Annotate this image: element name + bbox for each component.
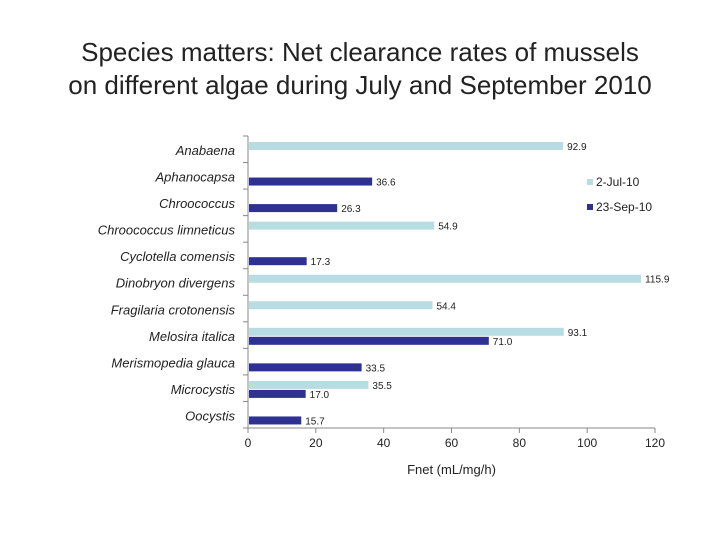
- data-label: 15.7: [305, 416, 325, 427]
- chart-title: Species matters: Net clearance rates of …: [0, 36, 720, 102]
- data-label: 35.5: [372, 381, 392, 392]
- data-label: 33.5: [366, 363, 386, 374]
- bar: [249, 363, 362, 372]
- category-label: Oocystis: [185, 408, 235, 423]
- category-label: Cyclotella comensis: [120, 249, 235, 264]
- category-label: Fragilaria crotonensis: [111, 302, 236, 317]
- bar: [249, 301, 433, 310]
- category-label: Microcystis: [171, 382, 236, 397]
- data-labels: 92.9 36.6 26.3 54.9 17.3 115.9 54.4 93.1 71.0 33.…: [305, 142, 670, 427]
- legend-swatch: [587, 204, 593, 210]
- x-tick-label: 40: [377, 436, 391, 450]
- bar: [249, 327, 564, 336]
- x-tick-label: 0: [245, 436, 252, 450]
- category-label: Chroococcus: [159, 196, 235, 211]
- legend-label: 2-Jul-10: [596, 175, 640, 189]
- data-label: 93.1: [568, 328, 588, 339]
- category-label: Chroococcus limneticus: [98, 223, 236, 238]
- data-label: 36.6: [376, 178, 396, 189]
- data-label: 17.0: [310, 390, 330, 401]
- data-label: 54.4: [437, 301, 457, 312]
- data-label: 115.9: [645, 275, 670, 286]
- bar: [249, 274, 642, 283]
- x-axis-label: Fnet (mL/mg/h): [407, 462, 496, 477]
- bar: [249, 142, 564, 150]
- data-label: 92.9: [567, 142, 587, 153]
- x-tick-label: 120: [645, 436, 665, 450]
- x-tick-label: 60: [445, 436, 459, 450]
- chart-bars: [249, 142, 642, 425]
- bar: [249, 336, 489, 345]
- data-label: 26.3: [341, 204, 361, 215]
- data-label: 71.0: [493, 337, 513, 348]
- x-tick-label: 80: [513, 436, 527, 450]
- category-label: Dinobryon divergens: [116, 276, 236, 291]
- category-label: Anabaena: [175, 143, 235, 158]
- x-tick-label: 20: [309, 436, 323, 450]
- bar: [249, 380, 369, 389]
- chart-title-line-1: Species matters: Net clearance rates of …: [81, 37, 639, 67]
- bar: [249, 257, 307, 266]
- category-label: Melosira italica: [149, 329, 235, 344]
- x-tick-label: 100: [577, 436, 597, 450]
- bar: [249, 389, 306, 398]
- chart-axes: 0 20 40 60 80 100 120 Fnet (mL/mg/h): [243, 135, 665, 477]
- bar: [249, 177, 373, 186]
- legend: 2-Jul-10 23-Sep-10: [587, 175, 652, 214]
- bar: [249, 416, 302, 425]
- legend-swatch: [587, 179, 593, 185]
- chart-title-line-2: on different algae during July and Septe…: [68, 70, 652, 100]
- legend-label: 23-Sep-10: [596, 200, 652, 214]
- category-label: Merismopedia glauca: [111, 355, 235, 370]
- data-label: 54.9: [438, 222, 458, 233]
- category-label: Aphanocapsa: [154, 170, 235, 185]
- data-label: 17.3: [311, 257, 331, 268]
- bar: [249, 221, 435, 230]
- bar: [249, 204, 338, 213]
- category-labels: Anabaena Aphanocapsa Chroococcus Chroococcu…: [98, 143, 236, 423]
